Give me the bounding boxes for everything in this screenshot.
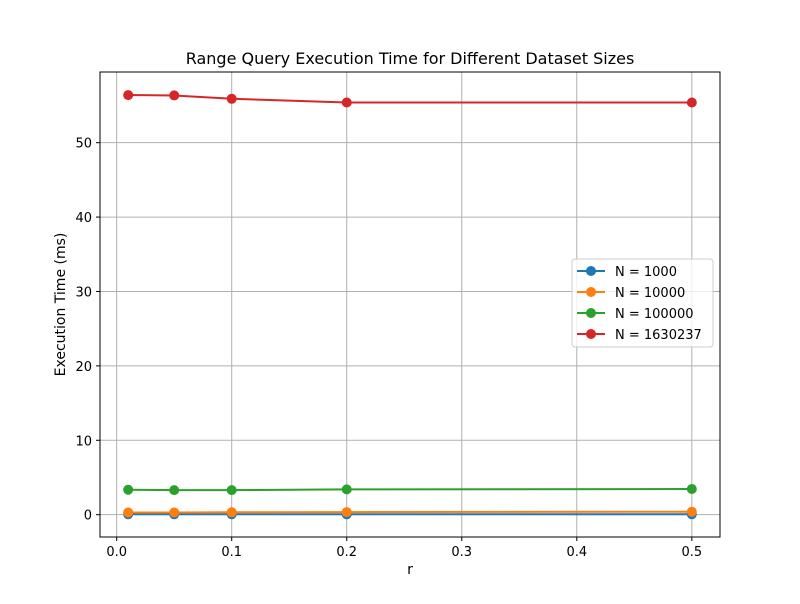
x-tick-label: 0.2 xyxy=(336,545,357,560)
data-point xyxy=(686,506,697,517)
legend-marker xyxy=(586,287,596,297)
legend-marker xyxy=(586,308,596,318)
data-point xyxy=(169,90,180,101)
data-point xyxy=(123,507,134,518)
x-tick-label: 0.1 xyxy=(221,545,242,560)
legend-entry: N = 100000 xyxy=(577,307,694,322)
legend-entries: N = 1000 N = 10000 N = 100000 N = 1630237 xyxy=(577,265,702,343)
legend-label: N = 10000 xyxy=(615,286,685,301)
y-tick-label: 20 xyxy=(75,360,92,375)
series-group xyxy=(123,90,697,520)
data-point xyxy=(686,484,697,495)
chart-title: Range Query Execution Time for Different… xyxy=(186,49,635,68)
y-tick-label: 40 xyxy=(75,211,92,226)
legend-entry: N = 10000 xyxy=(577,286,685,301)
data-point xyxy=(341,484,352,495)
legend-label: N = 1630237 xyxy=(615,328,702,343)
x-tick-label: 0.4 xyxy=(566,545,587,560)
series-line xyxy=(128,488,692,492)
y-tick-label: 50 xyxy=(75,137,92,152)
legend-entry: N = 1630237 xyxy=(577,328,702,343)
x-axis-label: r xyxy=(407,562,413,578)
legend-marker xyxy=(586,266,596,276)
legend-entry: N = 1000 xyxy=(577,265,677,280)
series xyxy=(123,90,697,108)
data-point xyxy=(123,90,134,101)
legend-label: N = 100000 xyxy=(615,307,694,322)
data-point xyxy=(226,485,237,496)
y-tick-label: 0 xyxy=(84,509,92,524)
axis-ticks: 0.0 0.1 0.2 0.3 0.4 0.5 0 10 20 30 40 50 xyxy=(75,137,702,560)
series-line xyxy=(128,510,692,514)
data-point xyxy=(169,507,180,518)
y-tick-label: 30 xyxy=(75,285,92,300)
legend-label: N = 1000 xyxy=(615,265,677,280)
x-tick-label: 0.3 xyxy=(451,545,472,560)
data-point xyxy=(341,507,352,518)
series xyxy=(123,484,697,496)
legend-marker xyxy=(586,329,596,339)
x-tick-label: 0.0 xyxy=(106,545,127,560)
data-point xyxy=(341,97,352,108)
legend-box xyxy=(571,258,714,348)
data-point xyxy=(123,484,134,495)
y-tick-label: 10 xyxy=(75,434,92,449)
data-point xyxy=(226,93,237,104)
y-axis-label: Execution Time (ms) xyxy=(53,233,69,377)
plot-frame xyxy=(99,71,721,538)
legend: N = 1000 N = 10000 N = 100000 N = 1630237 xyxy=(571,258,714,348)
data-point xyxy=(226,507,237,518)
series xyxy=(123,506,697,518)
x-tick-label: 0.5 xyxy=(681,545,702,560)
data-point xyxy=(686,97,697,108)
data-point xyxy=(169,485,180,496)
